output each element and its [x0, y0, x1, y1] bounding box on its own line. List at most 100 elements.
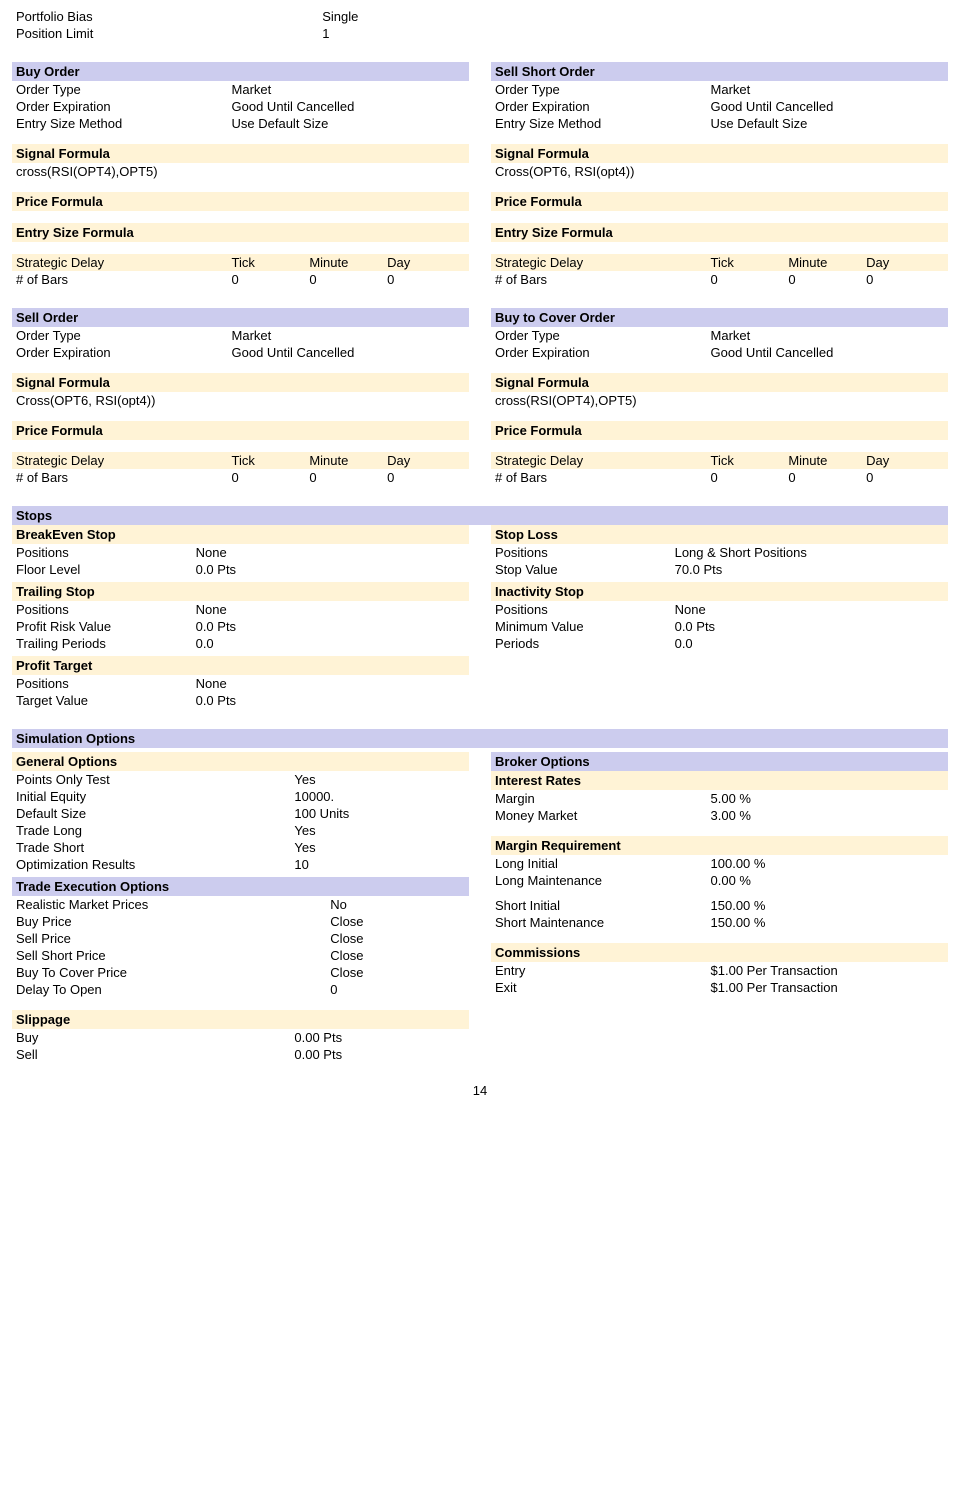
sell-price-value: Close: [330, 931, 465, 946]
trailing-risk-value: 0.0 Pts: [196, 619, 465, 634]
sellshort-order-exp-label: Order Expiration: [495, 99, 711, 114]
profit-pos-label: Positions: [16, 676, 196, 691]
buy-day-header: Day: [387, 255, 465, 270]
buy-minute-header: Minute: [309, 255, 387, 270]
slippage-buy-value: 0.00 Pts: [294, 1030, 465, 1045]
long-value: Yes: [294, 823, 465, 838]
sellshort-order-type-value: Market: [711, 82, 944, 97]
sell-price-label: Sell Price: [16, 931, 330, 946]
margin-req-header: Margin Requirement: [491, 836, 948, 855]
sellshort-tick-header: Tick: [711, 255, 789, 270]
stops-row3: Profit Target PositionsNone Target Value…: [12, 652, 948, 709]
stoploss-header: Stop Loss: [491, 525, 948, 544]
sell-signal-formula: Cross(OPT6, RSI(opt4)): [12, 392, 469, 409]
general-options-header: General Options: [12, 752, 469, 771]
sell-bars-label: # of Bars: [16, 470, 232, 485]
buycover-bars-day: 0: [866, 470, 944, 485]
sellshort-minute-header: Minute: [788, 255, 866, 270]
buycover-order-exp-label: Order Expiration: [495, 345, 711, 360]
comm-entry-value: $1.00 Per Transaction: [711, 963, 944, 978]
buy-tick-header: Tick: [232, 255, 310, 270]
buycover-tick-header: Tick: [711, 453, 789, 468]
trailing-header: Trailing Stop: [12, 582, 469, 601]
delay-open-value: 0: [330, 982, 465, 997]
mm-value: 3.00 %: [711, 808, 944, 823]
page-number: 14: [12, 1083, 948, 1098]
buycover-signal-formula-header: Signal Formula: [491, 373, 948, 392]
buycover-order-exp-value: Good Until Cancelled: [711, 345, 944, 360]
sellshort-day-header: Day: [866, 255, 944, 270]
buycover-signal-formula: cross(RSI(OPT4),OPT5): [491, 392, 948, 409]
sm-value: 150.00 %: [711, 915, 944, 930]
trailing-pos-label: Positions: [16, 602, 196, 617]
sellshort-entry-size-value: Use Default Size: [711, 116, 944, 131]
profit-target-label: Target Value: [16, 693, 196, 708]
stoploss-stop-value: 70.0 Pts: [675, 562, 944, 577]
sellshort-bars-day: 0: [866, 272, 944, 287]
si-label: Short Initial: [495, 898, 711, 913]
real-label: Realistic Market Prices: [16, 897, 330, 912]
sellshort-delay-header: Strategic Delay: [495, 255, 711, 270]
sell-tick-header: Tick: [232, 453, 310, 468]
sellshort-header: Sell Short Order: [491, 62, 948, 81]
opt-label: Optimization Results: [16, 857, 294, 872]
slippage-buy-label: Buy: [16, 1030, 294, 1045]
sellshort-order-type-label: Order Type: [495, 82, 711, 97]
buy-bars-tick: 0: [232, 272, 310, 287]
buycover-minute-header: Minute: [788, 453, 866, 468]
btc-price-value: Close: [330, 965, 465, 980]
stoploss-pos-label: Positions: [495, 545, 675, 560]
li-label: Long Initial: [495, 856, 711, 871]
slippage-header: Slippage: [12, 1010, 469, 1029]
sim-section: General Options Points Only TestYes Init…: [12, 748, 948, 1063]
buycover-order-type-label: Order Type: [495, 328, 711, 343]
buycover-bars-min: 0: [788, 470, 866, 485]
sell-buycover-section: Sell Order Order TypeMarket Order Expira…: [12, 296, 948, 486]
si-value: 150.00 %: [711, 898, 944, 913]
inactivity-min-label: Minimum Value: [495, 619, 675, 634]
buy-order-exp-label: Order Expiration: [16, 99, 232, 114]
sell-order-exp-label: Order Expiration: [16, 345, 232, 360]
sell-day-header: Day: [387, 453, 465, 468]
sell-delay-header: Strategic Delay: [16, 453, 232, 468]
buycover-day-header: Day: [866, 453, 944, 468]
portfolio-bias-row: Portfolio Bias Single: [12, 8, 948, 25]
stoploss-pos-value: Long & Short Positions: [675, 545, 944, 560]
buy-bars-day: 0: [387, 272, 465, 287]
sim-header: Simulation Options: [12, 729, 948, 748]
sellshort-bars-label: # of Bars: [495, 272, 711, 287]
size-value: 100 Units: [294, 806, 465, 821]
slippage-sell-value: 0.00 Pts: [294, 1047, 465, 1062]
trailing-risk-label: Profit Risk Value: [16, 619, 196, 634]
buy-bars-min: 0: [309, 272, 387, 287]
buy-sellshort-section: Buy Order Order TypeMarket Order Expirat…: [12, 50, 948, 288]
sellshort-signal-formula-header: Signal Formula: [491, 144, 948, 163]
breakeven-pos-label: Positions: [16, 545, 196, 560]
sell-bars-day: 0: [387, 470, 465, 485]
buy-order-type-label: Order Type: [16, 82, 232, 97]
sell-bars-tick: 0: [232, 470, 310, 485]
sell-bars-min: 0: [309, 470, 387, 485]
buycover-bars-tick: 0: [711, 470, 789, 485]
sellshort-entry-size-formula-header: Entry Size Formula: [491, 223, 948, 242]
position-limit-row: Position Limit 1: [12, 25, 948, 42]
inactivity-min-value: 0.0 Pts: [675, 619, 944, 634]
buycover-bars-label: # of Bars: [495, 470, 711, 485]
buy-order-header: Buy Order: [12, 62, 469, 81]
buy-entry-size-value: Use Default Size: [232, 116, 465, 131]
trailing-periods-label: Trailing Periods: [16, 636, 196, 651]
buycover-price-formula-header: Price Formula: [491, 421, 948, 440]
sell-order-exp-value: Good Until Cancelled: [232, 345, 465, 360]
comm-exit-label: Exit: [495, 980, 711, 995]
portfolio-bias-label: Portfolio Bias: [16, 9, 322, 24]
profit-header: Profit Target: [12, 656, 469, 675]
ss-price-value: Close: [330, 948, 465, 963]
sell-minute-header: Minute: [309, 453, 387, 468]
breakeven-pos-value: None: [196, 545, 465, 560]
inactivity-periods-label: Periods: [495, 636, 675, 651]
buy-signal-formula: cross(RSI(OPT4),OPT5): [12, 163, 469, 180]
inactivity-pos-label: Positions: [495, 602, 675, 617]
sellshort-bars-min: 0: [788, 272, 866, 287]
inactivity-periods-value: 0.0: [675, 636, 944, 651]
sellshort-entry-size-label: Entry Size Method: [495, 116, 711, 131]
